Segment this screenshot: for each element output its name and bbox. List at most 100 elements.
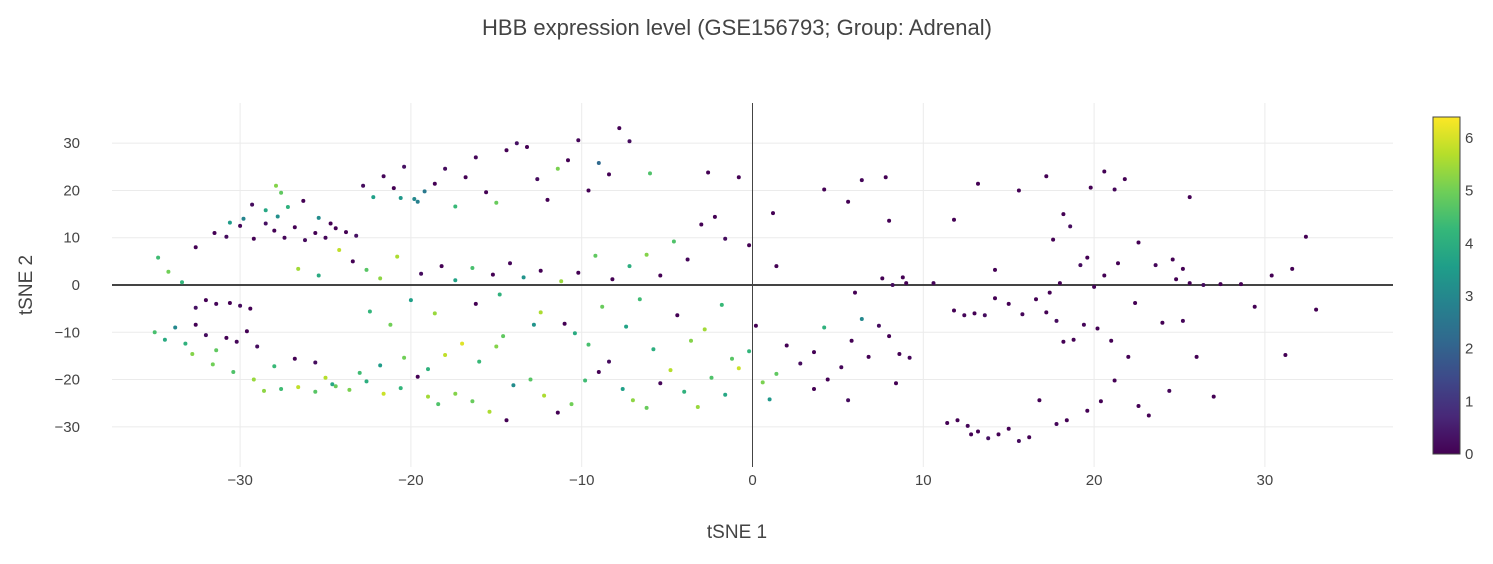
scatter-point: [784, 343, 789, 348]
scatter-point: [263, 208, 268, 213]
scatter-point: [1167, 388, 1172, 393]
scatter-point: [514, 141, 519, 146]
scatter-point: [432, 181, 437, 186]
scatter-point: [719, 302, 724, 307]
scatter-point: [706, 170, 711, 175]
x-tick-label: −10: [569, 472, 594, 489]
scatter-point: [952, 217, 956, 222]
scatter-point: [183, 341, 188, 346]
scatter-point: [203, 298, 208, 303]
scatter-point: [627, 139, 632, 144]
scatter-point: [753, 323, 758, 328]
scatter-point: [292, 225, 297, 230]
scatter-point: [593, 253, 598, 258]
scatter-point: [555, 166, 560, 171]
scatter-point: [408, 298, 413, 303]
scatter-point: [275, 214, 280, 219]
scatter-point: [367, 309, 372, 314]
x-tick-label: 10: [915, 472, 932, 489]
scatter-point: [1006, 426, 1011, 431]
scatter-point: [535, 177, 540, 182]
scatter-point: [337, 248, 342, 252]
colorbar-tick-label: 4: [1465, 235, 1473, 252]
scatter-point: [883, 175, 888, 180]
scatter-point: [566, 158, 570, 163]
scatter-point: [227, 220, 232, 225]
y-tick-label: 30: [63, 135, 80, 152]
scatter-point: [1016, 188, 1021, 193]
scatter-point: [596, 370, 601, 374]
scatter-point: [723, 392, 728, 397]
scatter-point: [494, 344, 499, 349]
colorbar-gradient: [1432, 116, 1461, 455]
scatter-point: [1054, 422, 1059, 426]
scatter-point: [378, 276, 383, 281]
scatter-point: [371, 195, 376, 200]
scatter-point: [969, 432, 974, 437]
scatter-point: [849, 338, 854, 343]
scatter-point: [607, 359, 611, 364]
scatter-point: [931, 281, 936, 286]
scatter-point: [1174, 277, 1179, 282]
scatter-point: [224, 335, 229, 340]
scatter-point: [904, 281, 909, 286]
scatter-point: [576, 138, 581, 143]
scatter-point: [976, 429, 980, 434]
scatter-point: [463, 175, 468, 180]
scatter-point: [1016, 439, 1021, 443]
scatter-point: [274, 183, 278, 188]
scatter-point: [272, 228, 277, 233]
scatter-point: [538, 310, 543, 315]
scatter-point: [364, 379, 369, 384]
scatter-point: [212, 231, 217, 235]
scatter-point: [887, 334, 892, 339]
scatter-point: [422, 189, 427, 194]
scatter-point: [402, 355, 407, 360]
scatter-point: [1098, 399, 1103, 404]
scatter-point: [671, 239, 676, 244]
scatter-point: [637, 297, 642, 302]
scatter-point: [1068, 224, 1073, 229]
scatter-point: [1044, 174, 1049, 179]
scatter-point: [825, 377, 830, 382]
scatter-point: [473, 301, 478, 306]
scatter-point: [347, 387, 352, 392]
scatter-point: [156, 255, 161, 260]
chart-title: HBB expression level (GSE156793; Group: …: [482, 15, 992, 40]
scatter-point: [689, 338, 693, 343]
scatter-point: [545, 197, 550, 202]
scatter-point: [497, 292, 502, 297]
scatter-point: [238, 303, 243, 308]
scatter-point: [1239, 282, 1243, 287]
scatter-point: [555, 410, 560, 415]
scatter-point: [436, 402, 441, 407]
scatter-point: [682, 389, 687, 394]
scatter-point: [173, 325, 178, 330]
scatter-point: [477, 359, 482, 364]
scatter-point: [210, 362, 215, 367]
scatter-point: [296, 385, 301, 390]
scatter-point: [432, 311, 437, 316]
colorbar-tick-label: 5: [1465, 183, 1473, 200]
scatter-point: [473, 155, 478, 160]
y-tick-label: 0: [72, 277, 80, 294]
colorbar-tick-label: 0: [1465, 446, 1473, 463]
scatter-point: [244, 329, 249, 334]
data-points: [152, 126, 1319, 443]
scatter-point: [344, 230, 348, 235]
scatter-point: [736, 175, 741, 180]
scatter-point: [853, 290, 857, 295]
scatter-point: [955, 418, 960, 423]
scatter-point: [1180, 266, 1185, 271]
scatter-point: [1057, 281, 1062, 286]
scatter-point: [894, 381, 898, 386]
scatter-point: [907, 355, 912, 360]
scatter-point: [651, 347, 656, 352]
scatter-point: [490, 272, 495, 277]
scatter-point: [398, 196, 403, 200]
scatter-point: [162, 337, 167, 342]
scatter-point: [866, 354, 871, 359]
scatter-point: [1051, 237, 1056, 242]
scatter-point: [846, 398, 851, 403]
scatter-point: [166, 269, 171, 274]
